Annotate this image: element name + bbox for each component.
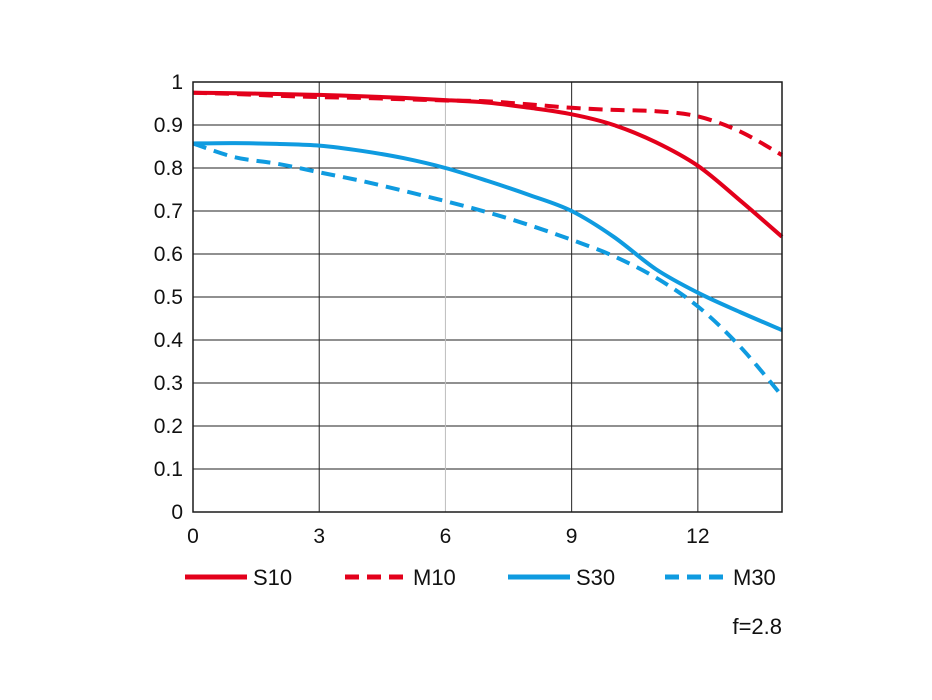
x-tick-label: 12	[686, 525, 709, 548]
x-tick-label: 9	[566, 525, 578, 548]
x-tick-label: 6	[440, 525, 452, 548]
aperture-note: f=2.8	[732, 614, 782, 639]
y-tick-label: 0.7	[154, 200, 183, 223]
y-tick-labels: 0 0.1 0.2 0.3 0.4 0.5 0.6 0.7 0.8 0.9 1	[154, 71, 184, 524]
legend-label-s30: S30	[576, 565, 615, 590]
y-tick-label: 0.4	[154, 329, 184, 352]
y-tick-label: 0.9	[154, 114, 183, 137]
series-line-m10	[192, 90, 783, 157]
y-tick-label: 0.2	[154, 415, 183, 438]
y-tick-label: 1	[171, 71, 183, 94]
x-tick-label: 3	[313, 525, 325, 548]
y-tick-label: 0.6	[154, 243, 183, 266]
y-tick-label: 0.1	[154, 458, 183, 481]
legend-label-m10: M10	[413, 565, 456, 590]
series-lines	[192, 90, 784, 398]
y-tick-label: 0	[171, 501, 183, 524]
plot-frame	[192, 81, 783, 513]
legend-label-m30: M30	[733, 565, 776, 590]
y-tick-label: 0.5	[154, 286, 183, 309]
x-tick-labels: 0 3 6 9 12	[187, 525, 709, 548]
series-line-s30	[192, 141, 783, 332]
legend-label-s10: S10	[253, 565, 292, 590]
legend: S10 M10 S30 M30	[185, 565, 776, 590]
x-tick-label: 0	[187, 525, 199, 548]
y-tick-label: 0.8	[154, 157, 183, 180]
grid-lines	[192, 81, 782, 513]
y-tick-label: 0.3	[154, 372, 183, 395]
series-line-m30	[192, 141, 784, 398]
